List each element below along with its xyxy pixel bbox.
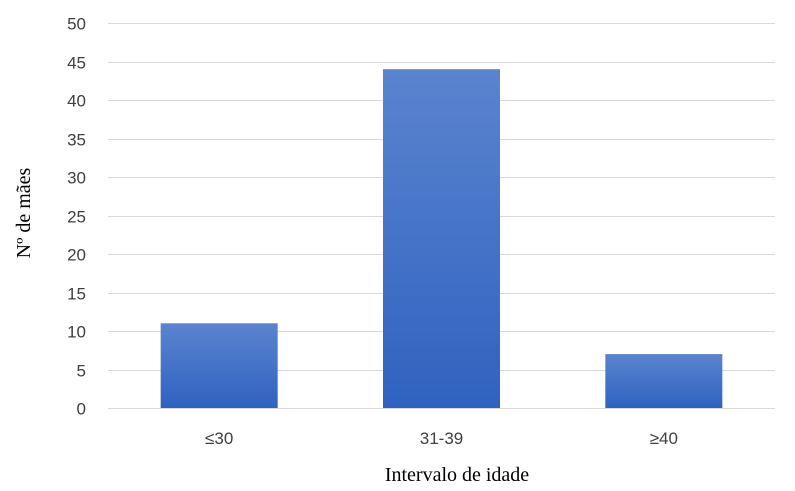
y-tick-label: 20 — [67, 246, 86, 265]
bar-3 — [605, 354, 723, 408]
y-tick-label: 10 — [67, 323, 86, 342]
y-tick-label: 5 — [77, 362, 86, 381]
x-tick-label: 31-39 — [420, 429, 463, 448]
x-tick-label: ≥40 — [650, 429, 678, 448]
bar-1 — [160, 323, 278, 408]
y-tick-label: 50 — [67, 15, 86, 34]
x-axis-title: Intervalo de idade — [385, 464, 529, 486]
bar-2 — [383, 69, 500, 408]
y-axis-title: Nº de mães — [13, 167, 35, 258]
y-tick-label: 15 — [67, 285, 86, 304]
y-tick-labels: 0 5 10 15 20 25 30 35 40 45 50 — [67, 15, 86, 419]
y-tick-label: 30 — [67, 169, 86, 188]
y-tick-label: 40 — [67, 92, 86, 111]
y-tick-label: 45 — [67, 54, 86, 73]
y-tick-label: 35 — [67, 131, 86, 150]
x-tick-labels: ≤30 31-39 ≥40 — [205, 429, 678, 448]
x-tick-label: ≤30 — [205, 429, 233, 448]
bars — [160, 69, 723, 408]
y-tick-label: 0 — [77, 400, 86, 419]
y-tick-label: 25 — [67, 208, 86, 227]
